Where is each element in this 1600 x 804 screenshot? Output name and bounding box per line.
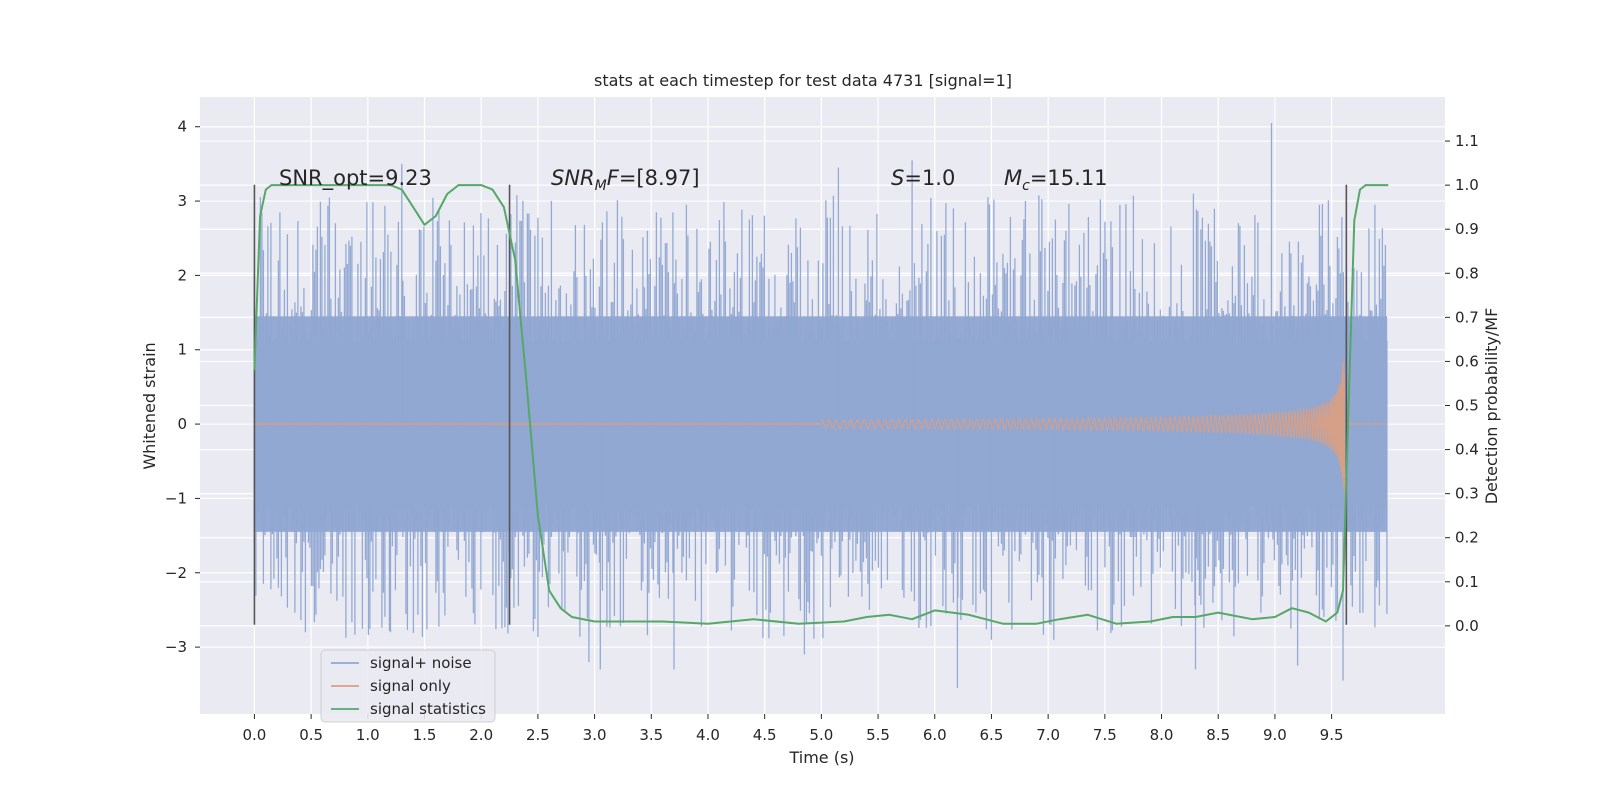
y-right-axis-label: Detection probability/MF bbox=[1482, 308, 1501, 505]
legend-label-signal-only: signal only bbox=[370, 677, 451, 695]
x-tick-label: 1.0 bbox=[356, 726, 380, 744]
x-tick-label: 8.5 bbox=[1206, 726, 1230, 744]
y-right-tick-label: 0.5 bbox=[1455, 397, 1479, 415]
x-tick-label: 0.0 bbox=[242, 726, 266, 744]
x-tick-label: 0.5 bbox=[299, 726, 323, 744]
y-left-tick-label: 4 bbox=[177, 118, 187, 136]
y-right-axis-ticks: 1.1 1.0 0.9 0.8 0.7 0.6 0.5 0.4 0.3 0.2 0.1 0.0 bbox=[1445, 132, 1479, 635]
signal-chirp bbox=[820, 360, 1388, 566]
x-tick-label: 4.5 bbox=[753, 726, 777, 744]
vertical-markers bbox=[253, 184, 1348, 625]
x-axis-ticks: 0.0 0.5 1.0 1.5 2.0 2.5 3.0 3.5 4.0 4.5 5.0 5.5 6.0 6… bbox=[242, 714, 1344, 744]
y-left-tick-label: −3 bbox=[165, 638, 187, 656]
y-right-tick-label: 0.6 bbox=[1455, 352, 1479, 370]
x-tick-label: 8.0 bbox=[1150, 726, 1174, 744]
y-left-tick-label: −1 bbox=[165, 489, 187, 507]
y-left-tick-label: 3 bbox=[177, 192, 187, 210]
legend-label-signal-noise: signal+ noise bbox=[370, 654, 472, 672]
y-right-tick-label: 0.3 bbox=[1455, 485, 1479, 503]
y-left-tick-label: 2 bbox=[177, 266, 187, 284]
x-tick-label: 2.5 bbox=[526, 726, 550, 744]
annotation-snr-opt: SNR_opt=9.23 bbox=[279, 166, 432, 191]
y-right-tick-label: 0.4 bbox=[1455, 441, 1479, 459]
y-left-tick-label: −2 bbox=[165, 564, 187, 582]
y-left-tick-label: 0 bbox=[177, 415, 187, 433]
legend-box bbox=[320, 649, 496, 723]
x-axis-label: Time (s) bbox=[788, 748, 854, 767]
series-signal-statistics bbox=[253, 184, 1389, 625]
legend: signal+ noise signal only signal statist… bbox=[320, 649, 496, 723]
y-left-axis-label: Whitened strain bbox=[140, 342, 159, 469]
x-tick-label: 6.5 bbox=[980, 726, 1004, 744]
y-right-tick-label: 1.0 bbox=[1455, 176, 1479, 194]
annotation-mc: Mc=15.11 bbox=[1004, 166, 1108, 194]
stats-line bbox=[253, 184, 1389, 625]
legend-label-signal-statistics: signal statistics bbox=[370, 700, 486, 718]
annotation-s: S=1.0 bbox=[891, 166, 955, 190]
annotation-snr-mf: SNRMF=[8.97] bbox=[551, 166, 700, 194]
x-tick-label: 9.0 bbox=[1263, 726, 1287, 744]
x-tick-label: 9.5 bbox=[1320, 726, 1344, 744]
x-tick-label: 4.0 bbox=[696, 726, 720, 744]
y-right-tick-label: 0.8 bbox=[1455, 264, 1479, 282]
y-right-tick-label: 0.2 bbox=[1455, 529, 1479, 547]
x-tick-label: 6.0 bbox=[923, 726, 947, 744]
series-signal-only bbox=[254, 360, 1388, 566]
y-right-tick-label: 0.7 bbox=[1455, 308, 1479, 326]
x-tick-label: 1.5 bbox=[413, 726, 437, 744]
x-tick-label: 3.5 bbox=[639, 726, 663, 744]
y-right-tick-label: 1.1 bbox=[1455, 132, 1479, 150]
y-left-axis-ticks: 4 3 2 1 0 −1 −2 −3 bbox=[165, 118, 200, 656]
chart-title: stats at each timestep for test data 473… bbox=[594, 71, 1012, 90]
x-tick-label: 5.0 bbox=[809, 726, 833, 744]
x-tick-label: 3.0 bbox=[583, 726, 607, 744]
y-right-tick-label: 0.1 bbox=[1455, 573, 1479, 591]
y-right-tick-label: 0.9 bbox=[1455, 220, 1479, 238]
x-tick-label: 7.5 bbox=[1093, 726, 1117, 744]
y-left-tick-label: 1 bbox=[177, 341, 187, 359]
x-tick-label: 2.0 bbox=[469, 726, 493, 744]
x-tick-label: 5.5 bbox=[866, 726, 890, 744]
x-tick-label: 7.0 bbox=[1036, 726, 1060, 744]
y-right-tick-label: 0.0 bbox=[1455, 617, 1479, 635]
